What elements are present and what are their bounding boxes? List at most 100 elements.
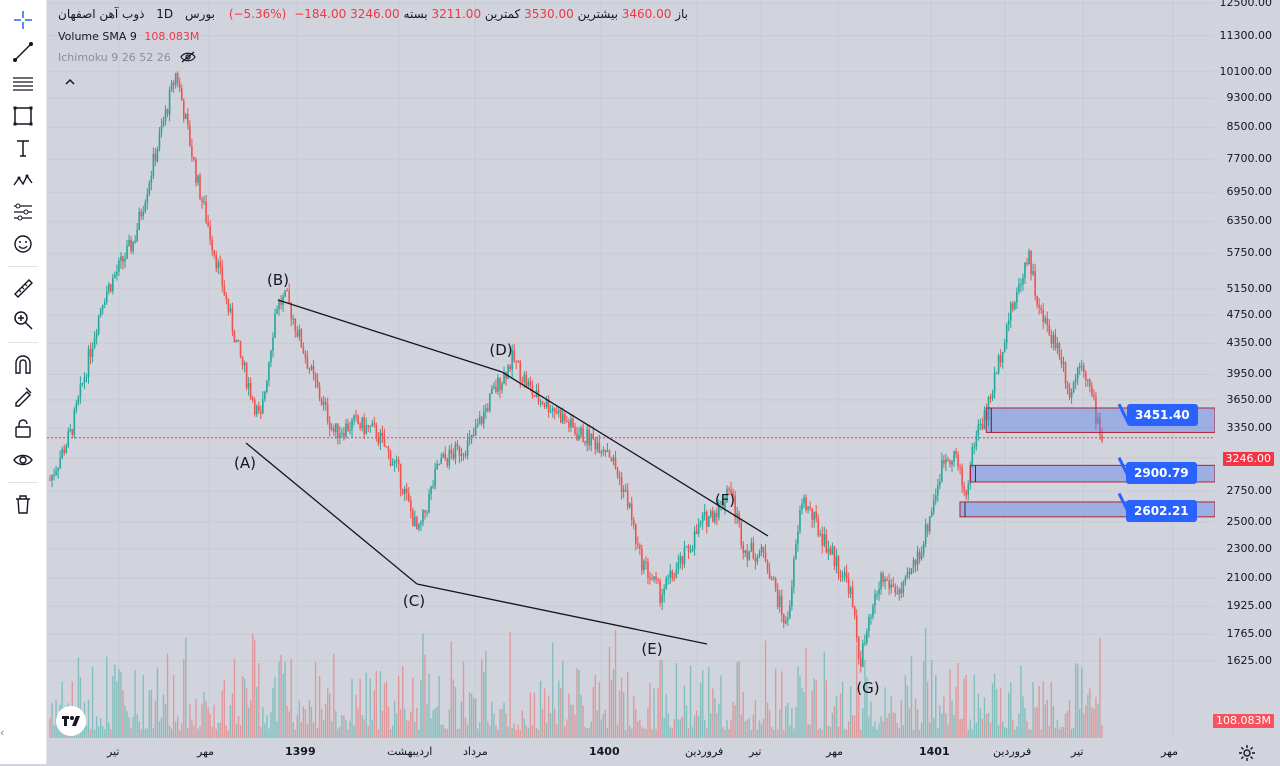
wave-trendline [277,299,503,373]
candle [1066,383,1069,389]
volume-bar [258,663,260,738]
crosshair-icon[interactable] [7,6,39,34]
lock-icon[interactable] [7,414,39,442]
candle [164,109,167,122]
candle [665,578,668,589]
candle [574,427,576,434]
volume-bar [505,713,507,738]
zone-callout[interactable]: 2900.79 [1126,462,1197,484]
zoom-icon[interactable] [7,306,39,334]
volume-bar [807,723,809,738]
prediction-icon[interactable] [7,198,39,226]
candle [95,333,98,338]
trash-icon[interactable] [7,490,39,518]
volume-bar [1018,713,1020,738]
pattern-icon[interactable] [7,166,39,194]
time-tick-label: فروردین [993,745,1032,758]
volume-bar [704,719,706,738]
volume-bar [517,724,519,738]
price-axis[interactable]: 12500.00 11300.00 10100.00 9300.00 8500.00 77… [1213,0,1280,738]
volume-bar [99,718,102,738]
candle [166,109,169,115]
volume-bar [1024,708,1026,738]
candle [217,261,220,269]
volume-bar [829,727,832,738]
volume-bar [290,658,292,738]
volume-bar [756,729,759,738]
volume-bar [626,672,629,738]
price-tick-label: 4350.00 [1226,336,1273,350]
candle [262,399,264,414]
volume-bar [383,683,386,738]
volume-bar [837,726,840,738]
volume-bar [254,640,256,738]
volume-bar [924,627,927,738]
magnet-icon[interactable] [7,350,39,378]
candle [679,556,682,563]
candle [993,373,996,394]
candle [837,556,840,574]
volume-bar [770,727,773,738]
volume-bar [1046,699,1048,738]
volume-bar [916,709,919,738]
zone-callout[interactable]: 3451.40 [1127,404,1198,426]
price-chart[interactable]: (B) (A) (D) (C) (F) (E) (G) [47,0,1215,738]
chevron-up-icon[interactable] [64,72,76,91]
candle [1056,343,1059,349]
tradingview-logo[interactable] [56,706,86,736]
candle [989,397,992,399]
trendline-icon[interactable] [7,38,39,66]
candle [582,427,584,442]
volume-bar [981,718,984,738]
volume-bar [312,722,315,738]
chart-area[interactable]: (B) (A) (D) (C) (F) (E) (G) [47,0,1215,738]
volume-bar [351,678,353,738]
volume-bar [1016,726,1018,738]
candle [855,615,858,638]
candle [330,428,333,430]
volume-bar [193,725,195,738]
volume-bar [235,724,238,738]
volume-bar [302,706,305,738]
ruler-icon[interactable] [7,274,39,302]
collapse-toolbar-icon[interactable]: ‹ [0,726,5,739]
volume-bar [1095,697,1097,738]
candle [375,424,378,439]
candle [707,516,710,527]
candle [444,453,447,459]
candle [454,443,457,459]
emoji-icon[interactable] [7,230,39,258]
eye-off-icon[interactable] [180,51,196,68]
candle [371,423,374,427]
volume-bar [1083,713,1085,738]
candle [845,572,848,579]
volume-bar [304,709,307,738]
candle [468,437,471,441]
fib-icon[interactable] [7,70,39,98]
volume-bar [649,683,651,738]
candle [1093,394,1095,397]
rectangle-icon[interactable] [7,102,39,130]
candle [201,198,203,203]
volume-bar [399,709,402,738]
volume-bar [191,719,193,738]
gear-icon[interactable] [1238,744,1256,766]
time-axis[interactable]: تیر مهر 1399 اردیبهشت مرداد 1400 فروردین تیر مهر… [47,738,1215,764]
text-icon[interactable] [7,134,39,162]
price-tick-label: 12500.00 [1219,0,1273,9]
zone-callout[interactable]: 2602.21 [1126,500,1197,522]
price-tick-label: 3950.00 [1226,367,1273,381]
candle [1080,365,1083,367]
volume-bar [333,653,335,738]
price-tick-label: 3650.00 [1226,392,1273,406]
volume-legend[interactable]: Volume SMA 9 108.083M [58,29,199,45]
symbol-name[interactable]: ذوب آهن اصفهان [58,7,145,21]
candle [282,296,284,305]
volume-bar [817,729,819,738]
interval[interactable]: 1D [156,7,174,21]
candle [341,432,343,434]
eye-icon[interactable] [7,446,39,474]
volume-bar [1048,726,1050,738]
lock-drawing-icon[interactable] [7,382,39,410]
ichimoku-legend[interactable]: Ichimoku 9 26 52 26 [58,50,196,68]
